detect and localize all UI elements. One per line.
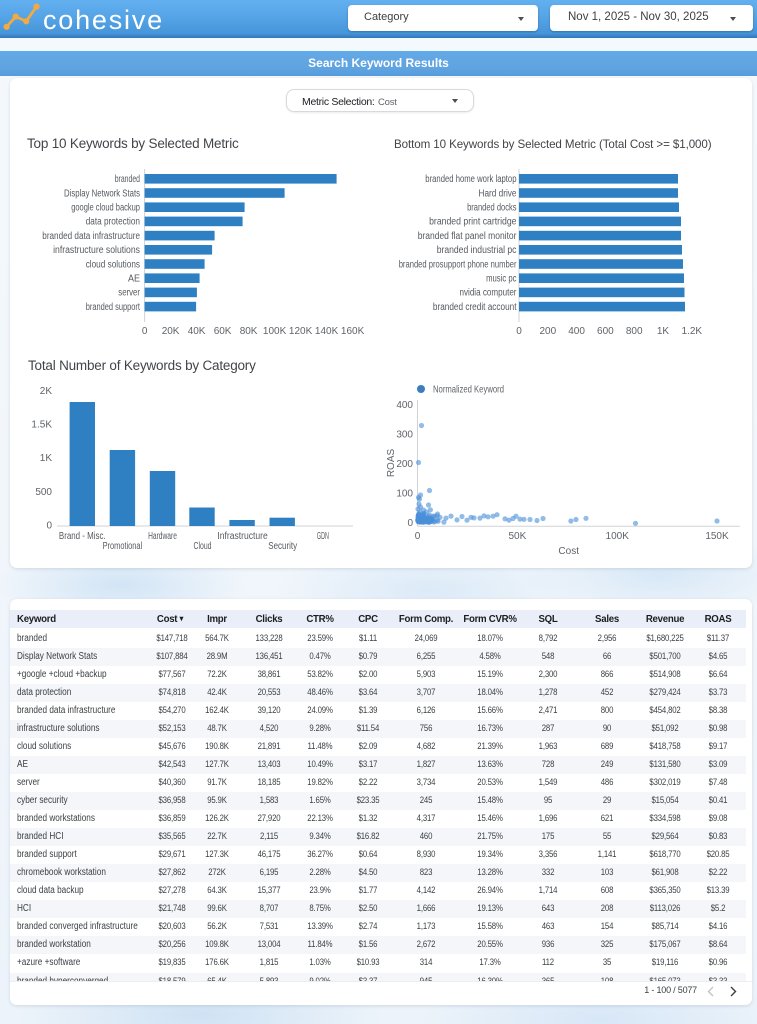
svg-text:150K: 150K (705, 531, 729, 542)
svg-text:500: 500 (35, 487, 52, 498)
svg-text:infrastructure solutions: infrastructure solutions (53, 245, 140, 256)
svg-text:branded flat panel monitor: branded flat panel monitor (418, 231, 517, 242)
svg-text:0: 0 (46, 521, 52, 532)
svg-text:Promotional: Promotional (103, 541, 143, 552)
svg-text:100: 100 (396, 488, 413, 499)
svg-text:music pc: music pc (486, 274, 516, 285)
svg-text:Security: Security (268, 541, 297, 552)
svg-text:Infrastructure: Infrastructure (217, 531, 268, 542)
svg-text:40K: 40K (188, 326, 206, 337)
svg-text:Cloud: Cloud (194, 541, 212, 552)
svg-text:Display Network Stats: Display Network Stats (64, 188, 140, 199)
svg-text:400: 400 (568, 326, 585, 337)
svg-text:AE: AE (128, 274, 140, 285)
svg-text:200: 200 (396, 459, 413, 470)
svg-text:branded: branded (115, 174, 140, 185)
svg-text:1.2K: 1.2K (682, 326, 703, 337)
svg-text:800: 800 (626, 326, 643, 337)
svg-text:600: 600 (597, 326, 614, 337)
svg-text:data protection: data protection (86, 217, 140, 228)
svg-text:1K: 1K (40, 453, 53, 464)
svg-text:2K: 2K (40, 386, 53, 397)
svg-text:branded docks: branded docks (467, 203, 516, 214)
svg-text:300: 300 (396, 429, 413, 440)
svg-text:branded credit account: branded credit account (433, 302, 517, 313)
svg-text:branded data infrastructure: branded data infrastructure (42, 231, 140, 242)
svg-text:branded support: branded support (86, 302, 140, 313)
svg-text:0: 0 (142, 326, 148, 337)
svg-text:0: 0 (415, 531, 421, 542)
svg-text:80K: 80K (240, 326, 258, 337)
svg-text:branded prosupport phone numbe: branded prosupport phone number (399, 259, 517, 270)
svg-text:Hardware: Hardware (148, 531, 177, 542)
svg-text:20K: 20K (162, 326, 180, 337)
svg-text:140K: 140K (315, 326, 339, 337)
svg-text:Normalized Keyword: Normalized Keyword (433, 385, 504, 396)
svg-text:100K: 100K (606, 531, 630, 542)
svg-text:server: server (118, 288, 140, 299)
svg-text:Brand - Misc.: Brand - Misc. (59, 531, 106, 542)
svg-text:google cloud backup: google cloud backup (71, 203, 140, 214)
svg-text:Hard drive: Hard drive (479, 188, 517, 199)
svg-text:branded industrial pc: branded industrial pc (437, 245, 517, 256)
svg-text:0: 0 (516, 326, 522, 337)
svg-text:Cost: Cost (558, 546, 579, 557)
svg-text:GDN: GDN (317, 531, 329, 542)
svg-text:1K: 1K (657, 326, 670, 337)
svg-text:160K: 160K (341, 326, 365, 337)
svg-text:cloud solutions: cloud solutions (86, 259, 140, 270)
svg-text:50K: 50K (509, 531, 527, 542)
svg-text:nvidia computer: nvidia computer (460, 288, 518, 299)
svg-text:ROAS: ROAS (386, 449, 397, 478)
svg-text:branded print cartridge: branded print cartridge (429, 217, 517, 228)
svg-text:branded home work laptop: branded home work laptop (425, 174, 517, 185)
svg-text:400: 400 (396, 400, 413, 411)
svg-text:200: 200 (539, 326, 556, 337)
svg-text:0: 0 (407, 518, 413, 529)
svg-text:1.5K: 1.5K (31, 420, 52, 431)
svg-text:60K: 60K (214, 326, 232, 337)
svg-text:120K: 120K (289, 326, 313, 337)
svg-text:100K: 100K (263, 326, 287, 337)
